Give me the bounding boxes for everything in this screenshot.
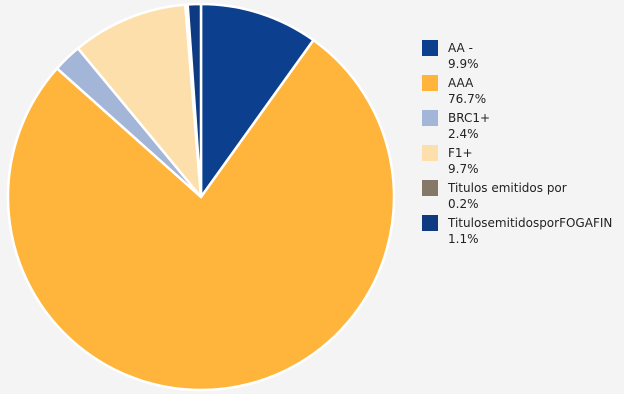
legend-percentage: 2.4% (448, 127, 479, 141)
legend-item-3[interactable]: F1+ 9.7% (422, 145, 622, 180)
legend-item-5[interactable]: TitulosemitidosporFOGAFIN 1.1% (422, 215, 622, 250)
legend-label: F1+ (448, 146, 473, 160)
pie-slice-3[interactable] (76, 3, 203, 199)
legend-label: BRC1+ (448, 111, 491, 125)
legend-swatch (422, 215, 438, 231)
legend-swatch (422, 75, 438, 91)
legend-label: TitulosemitidosporFOGAFIN (448, 216, 613, 230)
legend-percentage: 9.7% (448, 162, 479, 176)
legend: AA - 9.9% AAA 76.7% BRC1+ 2.4% F1+ 9.7% Titulos … (422, 40, 622, 250)
legend-item-0[interactable]: AA - 9.9% (422, 40, 622, 75)
legend-percentage: 0.2% (448, 197, 479, 211)
pie-slice-1[interactable] (6, 38, 396, 392)
legend-percentage: 9.9% (448, 57, 479, 71)
legend-swatch (422, 110, 438, 126)
legend-percentage: 1.1% (448, 232, 479, 246)
pie-slice-0[interactable] (199, 2, 315, 199)
legend-label: AAA (448, 76, 474, 90)
legend-label: Titulos emitidos por (448, 181, 567, 195)
legend-swatch (422, 180, 438, 196)
legend-item-2[interactable]: BRC1+ 2.4% (422, 110, 622, 145)
legend-item-4[interactable]: Titulos emitidos por 0.2% (422, 180, 622, 215)
pie-slice-5[interactable] (186, 2, 203, 199)
legend-label: AA - (448, 41, 473, 55)
legend-swatch (422, 145, 438, 161)
legend-percentage: 76.7% (448, 92, 487, 106)
legend-swatch (422, 40, 438, 56)
legend-item-1[interactable]: AAA 76.7% (422, 75, 622, 110)
